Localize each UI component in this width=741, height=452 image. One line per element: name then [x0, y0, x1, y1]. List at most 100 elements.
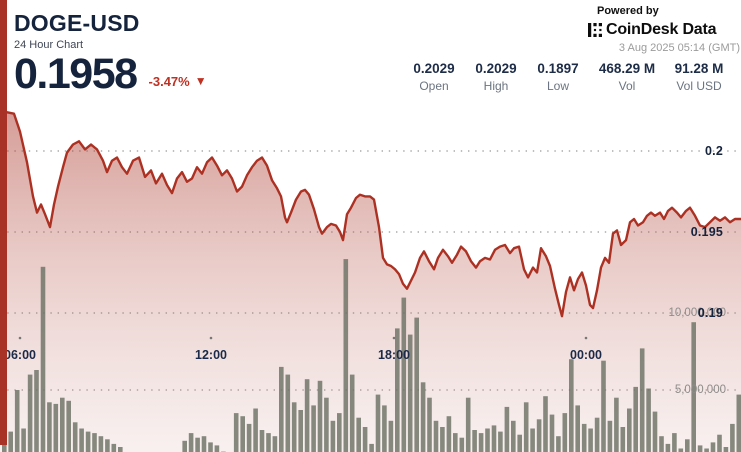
volume-bar	[691, 322, 696, 452]
volume-bar	[53, 403, 59, 452]
price-row: 0.1958 -3.47% ▼	[14, 50, 207, 98]
price-change-value: -3.47%	[148, 73, 190, 89]
volume-bar	[440, 427, 445, 452]
volume-bar	[246, 423, 252, 452]
volume-bar	[652, 411, 658, 452]
volume-bar	[60, 397, 65, 452]
volume-bar	[388, 420, 394, 452]
volume-bar	[330, 420, 336, 452]
volume-bar	[414, 317, 419, 452]
coindesk-logo[interactable]: CoinDesk Data	[588, 21, 740, 39]
stat-value: 0.2029	[475, 61, 517, 76]
volume-bar	[517, 434, 522, 452]
current-price: 0.1958	[14, 50, 138, 98]
volume-bar	[79, 428, 84, 452]
volume-bar	[324, 397, 329, 452]
volume-bar	[697, 445, 703, 452]
price-line-path	[0, 106, 741, 318]
stat-item-low: 0.1897 Low	[535, 61, 581, 93]
volume-bar	[672, 433, 677, 452]
volume-bar	[478, 433, 484, 452]
volume-bar	[614, 397, 619, 452]
stat-item-vol-usd: 91.28 M Vol USD	[673, 61, 725, 93]
volume-bar	[337, 413, 342, 452]
volume-bar	[549, 414, 555, 452]
volume-bar	[382, 405, 387, 452]
volume-bar	[291, 402, 297, 452]
volume-bar	[562, 413, 568, 452]
powered-by-block: Powered by CoinDesk Data 3 Aug 2025 05:1…	[588, 5, 740, 54]
price-area-fill	[0, 107, 741, 452]
volume-bar	[472, 430, 477, 452]
volume-bar	[420, 382, 426, 452]
volume-bar	[453, 433, 458, 452]
volume-bar	[66, 400, 71, 452]
stat-label: Vol	[618, 79, 636, 93]
volume-bar	[40, 266, 46, 452]
volume-bar	[34, 370, 39, 452]
volume-bar	[620, 427, 626, 452]
volume-bar	[659, 436, 664, 452]
volume-bar	[543, 396, 548, 452]
volume-bar	[459, 437, 465, 452]
volume-bar	[639, 348, 645, 452]
stat-label: High	[483, 79, 509, 93]
volume-bar	[349, 374, 355, 452]
volume-bar	[27, 374, 33, 452]
volume-bar	[736, 394, 741, 452]
volume-bar	[98, 436, 104, 452]
volume-bar	[556, 436, 561, 452]
stat-value: 468.29 M	[598, 61, 656, 76]
stat-item-high: 0.2029 High	[473, 61, 519, 93]
price-change: -3.47% ▼	[149, 74, 207, 89]
volume-bar	[427, 397, 432, 452]
volume-bar	[569, 359, 574, 452]
volume-bar	[575, 405, 580, 452]
volume-bar	[601, 360, 606, 452]
time-tick-dots	[18, 336, 588, 340]
volume-bar	[485, 428, 490, 452]
price-area	[0, 107, 741, 452]
volume-bar	[491, 425, 497, 452]
volume-bar	[665, 443, 671, 452]
volume-bar	[607, 420, 613, 452]
volume-bar	[72, 422, 78, 452]
stat-item-open: 0.2029 Open	[411, 61, 457, 93]
volume-bar	[511, 420, 516, 452]
volume-bar	[465, 397, 471, 452]
stat-label: Open	[419, 79, 449, 93]
volume-bar	[111, 443, 117, 452]
volume-bar	[369, 443, 374, 452]
volume-bar	[498, 431, 503, 452]
volume-bar	[530, 428, 535, 452]
volume-bar	[704, 448, 709, 452]
volume-bar	[504, 406, 510, 452]
chart-subtitle: 24 Hour Chart	[14, 39, 84, 51]
price-line	[0, 106, 741, 318]
stat-label: Vol USD	[676, 79, 722, 93]
volume-bar	[723, 447, 729, 452]
volume-bar	[536, 419, 542, 452]
coindesk-logo-text: CoinDesk Data	[606, 21, 717, 38]
volume-bar	[588, 428, 593, 452]
symbol-title: DOGE-USD	[14, 10, 140, 36]
volume-bar	[285, 374, 291, 452]
time-tick-dot	[584, 336, 588, 340]
volume-bar	[240, 416, 245, 452]
volume-bar	[92, 433, 97, 452]
volume-bar	[317, 380, 323, 452]
volume-bar	[362, 427, 368, 452]
volume-bar	[2, 439, 7, 452]
volume-bar	[182, 440, 187, 452]
volume-bar	[446, 416, 452, 452]
timestamp: 3 Aug 2025 05:14 (GMT)	[618, 42, 740, 54]
volume-bar	[730, 423, 735, 452]
volume-bar	[85, 431, 91, 452]
volume-bar	[633, 386, 638, 452]
volume-bar	[375, 394, 381, 452]
volume-bar	[710, 442, 716, 452]
time-tick-dot	[392, 336, 396, 340]
volume-bar	[594, 417, 600, 452]
